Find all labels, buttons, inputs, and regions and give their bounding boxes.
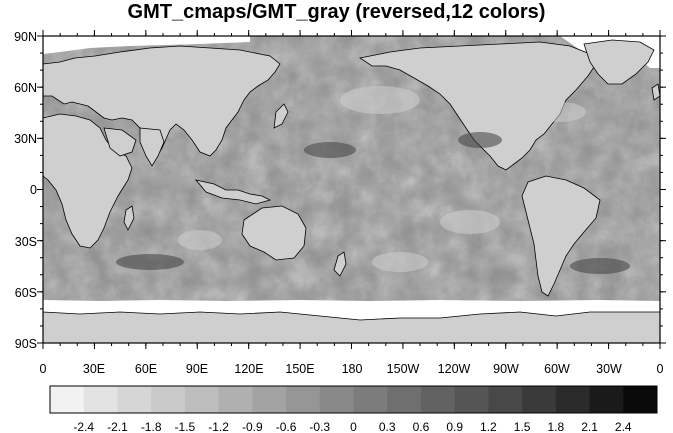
colorbar-label: -1.8 [141, 420, 162, 433]
lon-label: 150W [387, 362, 420, 376]
colorbar-swatch [117, 386, 152, 413]
colorbar-swatch [353, 386, 388, 413]
axis-ticks [37, 30, 666, 349]
longitude-labels: 0 30E 60E 90E 120E 150E 180 150W 120W 90… [40, 362, 664, 376]
colorbar-label: 1.5 [514, 420, 531, 433]
colorbar-label: -0.3 [309, 420, 330, 433]
colorbar-frame [49, 385, 658, 414]
colorbar-label: 2.1 [581, 420, 598, 433]
colorbar-label: -0.9 [242, 420, 263, 433]
lat-label: 90N [14, 30, 37, 44]
latitude-labels: 90N 60N 30N 0 30S 60S 90S [14, 30, 37, 351]
lon-label: 60E [135, 362, 157, 376]
lon-label: 0 [657, 362, 664, 376]
colorbar-swatch [319, 386, 354, 413]
madagascar-land [123, 205, 135, 231]
antarctica-land [43, 311, 660, 343]
colorbar-labels: -2.4 -2.1 -1.8 -1.5 -1.2 -0.9 -0.6 -0.3 0 0.3 0.6 0… [73, 420, 632, 433]
uk-land [651, 83, 660, 101]
colorbar-swatch [454, 386, 489, 413]
colorbar-swatch [286, 386, 321, 413]
colorbar-label: -2.1 [107, 420, 128, 433]
south-america-land [521, 175, 601, 297]
ocean-shadows [116, 132, 630, 274]
colorbar-swatch [420, 386, 456, 413]
lon-label: 30W [596, 362, 622, 376]
colorbar-label: 0.6 [413, 420, 430, 433]
lat-label: 0 [30, 183, 37, 197]
colorbar-label: -1.5 [175, 420, 196, 433]
lon-label: 90E [186, 362, 208, 376]
colorbar [49, 385, 658, 414]
colorbar-label: 0 [350, 420, 357, 433]
colorbar-swatch [555, 386, 591, 413]
lon-label: 180 [342, 362, 363, 376]
india-land [139, 127, 165, 167]
colorbar-swatch [218, 386, 253, 413]
colorbar-label: 1.8 [547, 420, 564, 433]
colorbar-label: 2.4 [615, 420, 632, 433]
arabia-land [103, 127, 137, 157]
lon-label: 120E [234, 362, 263, 376]
colorbar-label: -2.4 [73, 420, 94, 433]
colorbar-label: -1.2 [208, 420, 229, 433]
colorbar-swatch [623, 386, 658, 413]
colorbar-swatch [589, 386, 624, 413]
lon-label: 0 [40, 362, 47, 376]
colorbar-label: -0.6 [276, 420, 297, 433]
land-masses [43, 39, 660, 343]
lat-label: 30N [14, 132, 37, 146]
colorbar-swatch [252, 386, 287, 413]
lon-label: 120W [438, 362, 471, 376]
plot-title: GMT_cmaps/GMT_gray (reversed,12 colors) [127, 1, 546, 23]
eurasia-land [43, 45, 281, 159]
australia-land [241, 205, 307, 261]
indonesia-land [194, 179, 272, 205]
colorbar-swatch [151, 386, 186, 413]
colorbar-swatch [83, 386, 118, 413]
colorbar-swatch [488, 386, 523, 413]
lat-label: 30S [15, 235, 37, 249]
lat-label: 60N [14, 81, 37, 95]
greenland-land [583, 39, 655, 85]
lon-label: 90W [493, 362, 519, 376]
colorbar-swatch [50, 386, 85, 413]
colorbar-label: 0.9 [446, 420, 463, 433]
colorbar-label: 0.3 [379, 420, 396, 433]
colorbar-swatch [387, 386, 422, 413]
lat-label: 60S [15, 286, 37, 300]
lon-label: 150E [285, 362, 314, 376]
colorbar-label: 1.2 [480, 420, 497, 433]
map-area [43, 36, 660, 343]
lon-label: 60W [544, 362, 570, 376]
ocean-highlights [178, 86, 586, 272]
japan-land [273, 103, 289, 129]
north-america-land [358, 41, 597, 171]
colorbar-swatch [184, 386, 220, 413]
colorbar-swatch [522, 386, 557, 413]
lon-label: 30E [83, 362, 105, 376]
lat-label: 90S [15, 337, 37, 351]
new-zealand-land [333, 251, 347, 277]
